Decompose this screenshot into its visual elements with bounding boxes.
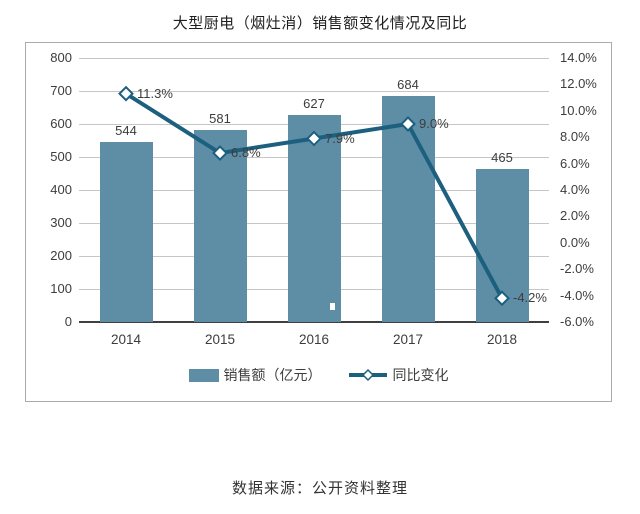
left-axis-tick-label: 800 bbox=[50, 50, 72, 65]
bar-2014 bbox=[99, 142, 153, 322]
left-axis-tick-label: 400 bbox=[50, 182, 72, 197]
line-swatch-icon bbox=[348, 368, 387, 382]
chart-title: 大型厨电（烟灶消）销售额变化情况及同比 bbox=[172, 15, 468, 32]
legend-item-sales: 销售额（亿元） bbox=[188, 365, 322, 385]
gridline bbox=[79, 58, 549, 59]
right-axis-tick-label: 4.0% bbox=[560, 182, 590, 197]
right-axis-tick-label: -6.0% bbox=[560, 314, 594, 329]
left-axis-tick-label: 200 bbox=[50, 248, 72, 263]
x-axis-label-2018: 2018 bbox=[486, 332, 518, 347]
line-value-label: 7.9% bbox=[325, 130, 355, 146]
source-note: 数据来源：公开资料整理 bbox=[231, 480, 408, 497]
x-axis-line bbox=[79, 321, 549, 323]
x-axis-label-2016: 2016 bbox=[298, 332, 330, 347]
bar-value-label: 581 bbox=[209, 111, 231, 127]
bar-value-label: 544 bbox=[115, 123, 137, 139]
bar-value-label: 465 bbox=[491, 149, 513, 165]
right-axis-tick-label: 6.0% bbox=[560, 155, 590, 171]
bar-2016 bbox=[287, 115, 341, 322]
watermark-artifact bbox=[330, 303, 335, 310]
right-axis-tick-label: 2.0% bbox=[560, 208, 590, 224]
x-axis-label-2014: 2014 bbox=[110, 332, 142, 347]
right-axis-tick-label: -4.0% bbox=[560, 287, 594, 303]
left-axis-tick-label: 700 bbox=[50, 83, 72, 98]
x-axis-label-2015: 2015 bbox=[204, 332, 236, 347]
bar-swatch-icon bbox=[188, 368, 219, 382]
left-axis-tick-label: 100 bbox=[50, 281, 72, 296]
right-axis-tick-label: 14.0% bbox=[560, 50, 597, 65]
left-axis-tick-label: 0 bbox=[64, 314, 72, 329]
line-value-label: 11.3% bbox=[137, 85, 173, 101]
left-axis-tick-label: 300 bbox=[50, 215, 72, 230]
legend: 销售额（亿元） 同比变化 bbox=[25, 365, 612, 385]
left-axis-tick-label: 500 bbox=[50, 149, 72, 164]
left-axis-tick-label: 600 bbox=[50, 116, 72, 131]
right-axis-tick-label: 8.0% bbox=[560, 129, 590, 145]
legend-label-yoy: 同比变化 bbox=[392, 367, 449, 383]
right-axis-tick-label: 12.0% bbox=[560, 76, 597, 92]
right-axis-tick-label: 10.0% bbox=[560, 102, 597, 118]
line-value-label: 9.0% bbox=[419, 116, 449, 131]
x-axis-label-2017: 2017 bbox=[392, 332, 424, 347]
legend-item-yoy: 同比变化 bbox=[348, 365, 449, 385]
legend-label-sales: 销售额（亿元） bbox=[223, 367, 322, 383]
bar-value-label: 684 bbox=[397, 77, 419, 93]
line-value-label: 6.8% bbox=[231, 145, 261, 161]
right-axis-tick-label: 0.0% bbox=[560, 234, 590, 250]
line-value-label: -4.2% bbox=[513, 290, 547, 306]
bar-value-label: 627 bbox=[303, 96, 325, 112]
right-axis-tick-label: -2.0% bbox=[560, 261, 594, 277]
gridline bbox=[79, 91, 549, 92]
